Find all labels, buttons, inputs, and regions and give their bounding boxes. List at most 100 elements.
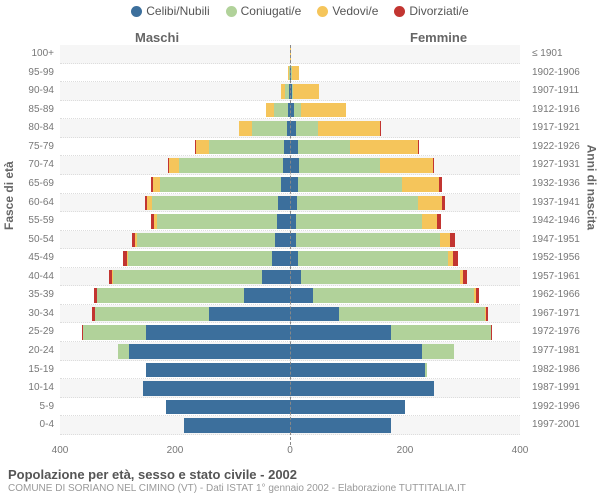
seg-coniugati [294,103,301,118]
legend-item-celibi: Celibi/Nubili [131,4,209,18]
m-bar [195,140,290,155]
seg-coniugati [252,121,286,136]
seg-celibi [184,418,290,433]
bar-row [290,101,520,120]
m-bar [94,288,290,303]
seg-celibi [290,363,425,378]
seg-celibi [209,307,289,322]
seg-vedovi [422,214,437,229]
bar-row [290,249,520,268]
seg-coniugati [296,214,422,229]
seg-coniugati [298,177,402,192]
m-bar [151,177,290,192]
seg-vedovi [239,121,252,136]
seg-vedovi [402,177,440,192]
seg-vedovi [440,233,450,248]
bar-row [290,82,520,101]
m-bar [145,196,290,211]
seg-celibi [290,251,298,266]
bar-row [290,305,520,324]
seg-coniugati [137,233,275,248]
bar-row [290,323,520,342]
birth-tick: 1977-1981 [528,342,600,361]
age-tick: 100+ [0,45,58,64]
seg-vedovi [196,140,210,155]
x-axis: 4002000200400 [60,445,520,465]
seg-celibi [290,344,422,359]
x-tick: 400 [512,445,529,456]
birth-tick: 1957-1961 [528,268,600,287]
f-bar [290,103,346,118]
seg-celibi [290,158,299,173]
f-bar [290,363,427,378]
seg-coniugati [160,177,281,192]
m-bar [166,400,290,415]
bar-row [290,119,520,138]
age-tick: 0-4 [0,416,58,435]
bar-row [60,268,290,287]
legend-label: Coniugati/e [241,4,302,18]
age-tick: 80-84 [0,119,58,138]
seg-coniugati [298,140,350,155]
f-bar [290,251,458,266]
seg-celibi [129,344,290,359]
m-bar [92,307,290,322]
bar-row [60,305,290,324]
f-bar [290,84,319,99]
age-tick: 85-89 [0,101,58,120]
seg-celibi [290,288,313,303]
caption-title: Popolazione per età, sesso e stato civil… [8,467,466,482]
age-tick: 90-94 [0,82,58,101]
seg-vedovi [169,158,179,173]
seg-divorziati [453,251,458,266]
bar-row [290,156,520,175]
birth-tick: 1912-1916 [528,101,600,120]
bar-row [60,231,290,250]
bar-row [290,138,520,157]
zero-axis [290,45,291,445]
m-bar [146,363,290,378]
age-tick: 40-44 [0,268,58,287]
birth-tick: 1982-1986 [528,361,600,380]
f-bar [290,196,445,211]
bar-row [290,231,520,250]
seg-vedovi [292,66,299,81]
legend-item-coniugati: Coniugati/e [226,4,302,18]
male-header: Maschi [135,30,179,45]
f-bar [290,381,434,396]
birth-tick: 1952-1956 [528,249,600,268]
seg-celibi [166,400,290,415]
m-bar [239,121,290,136]
bar-row [60,101,290,120]
seg-celibi [143,381,290,396]
seg-celibi [283,158,290,173]
seg-divorziati [491,325,492,340]
seg-divorziati [418,140,419,155]
x-tick: 200 [397,445,414,456]
f-bar [290,214,441,229]
seg-coniugati [179,158,282,173]
bar-row [60,361,290,380]
caption: Popolazione per età, sesso e stato civil… [8,467,466,494]
seg-divorziati [439,177,442,192]
seg-vedovi [380,158,433,173]
bar-row [60,398,290,417]
f-bar [290,121,380,136]
seg-celibi [281,177,290,192]
legend-label: Vedovi/e [332,4,378,18]
seg-divorziati [486,307,488,322]
birth-tick: 1947-1951 [528,231,600,250]
f-bar [290,307,488,322]
age-tick: 65-69 [0,175,58,194]
f-bar [290,325,492,340]
seg-divorziati [437,214,440,229]
seg-coniugati [209,140,284,155]
m-bar [82,325,290,340]
x-tick: 200 [167,445,184,456]
birth-tick: 1942-1946 [528,212,600,231]
seg-vedovi [318,121,380,136]
age-tick: 70-74 [0,156,58,175]
birth-tick: 1972-1976 [528,323,600,342]
seg-divorziati [463,270,467,285]
f-bar [290,66,299,81]
